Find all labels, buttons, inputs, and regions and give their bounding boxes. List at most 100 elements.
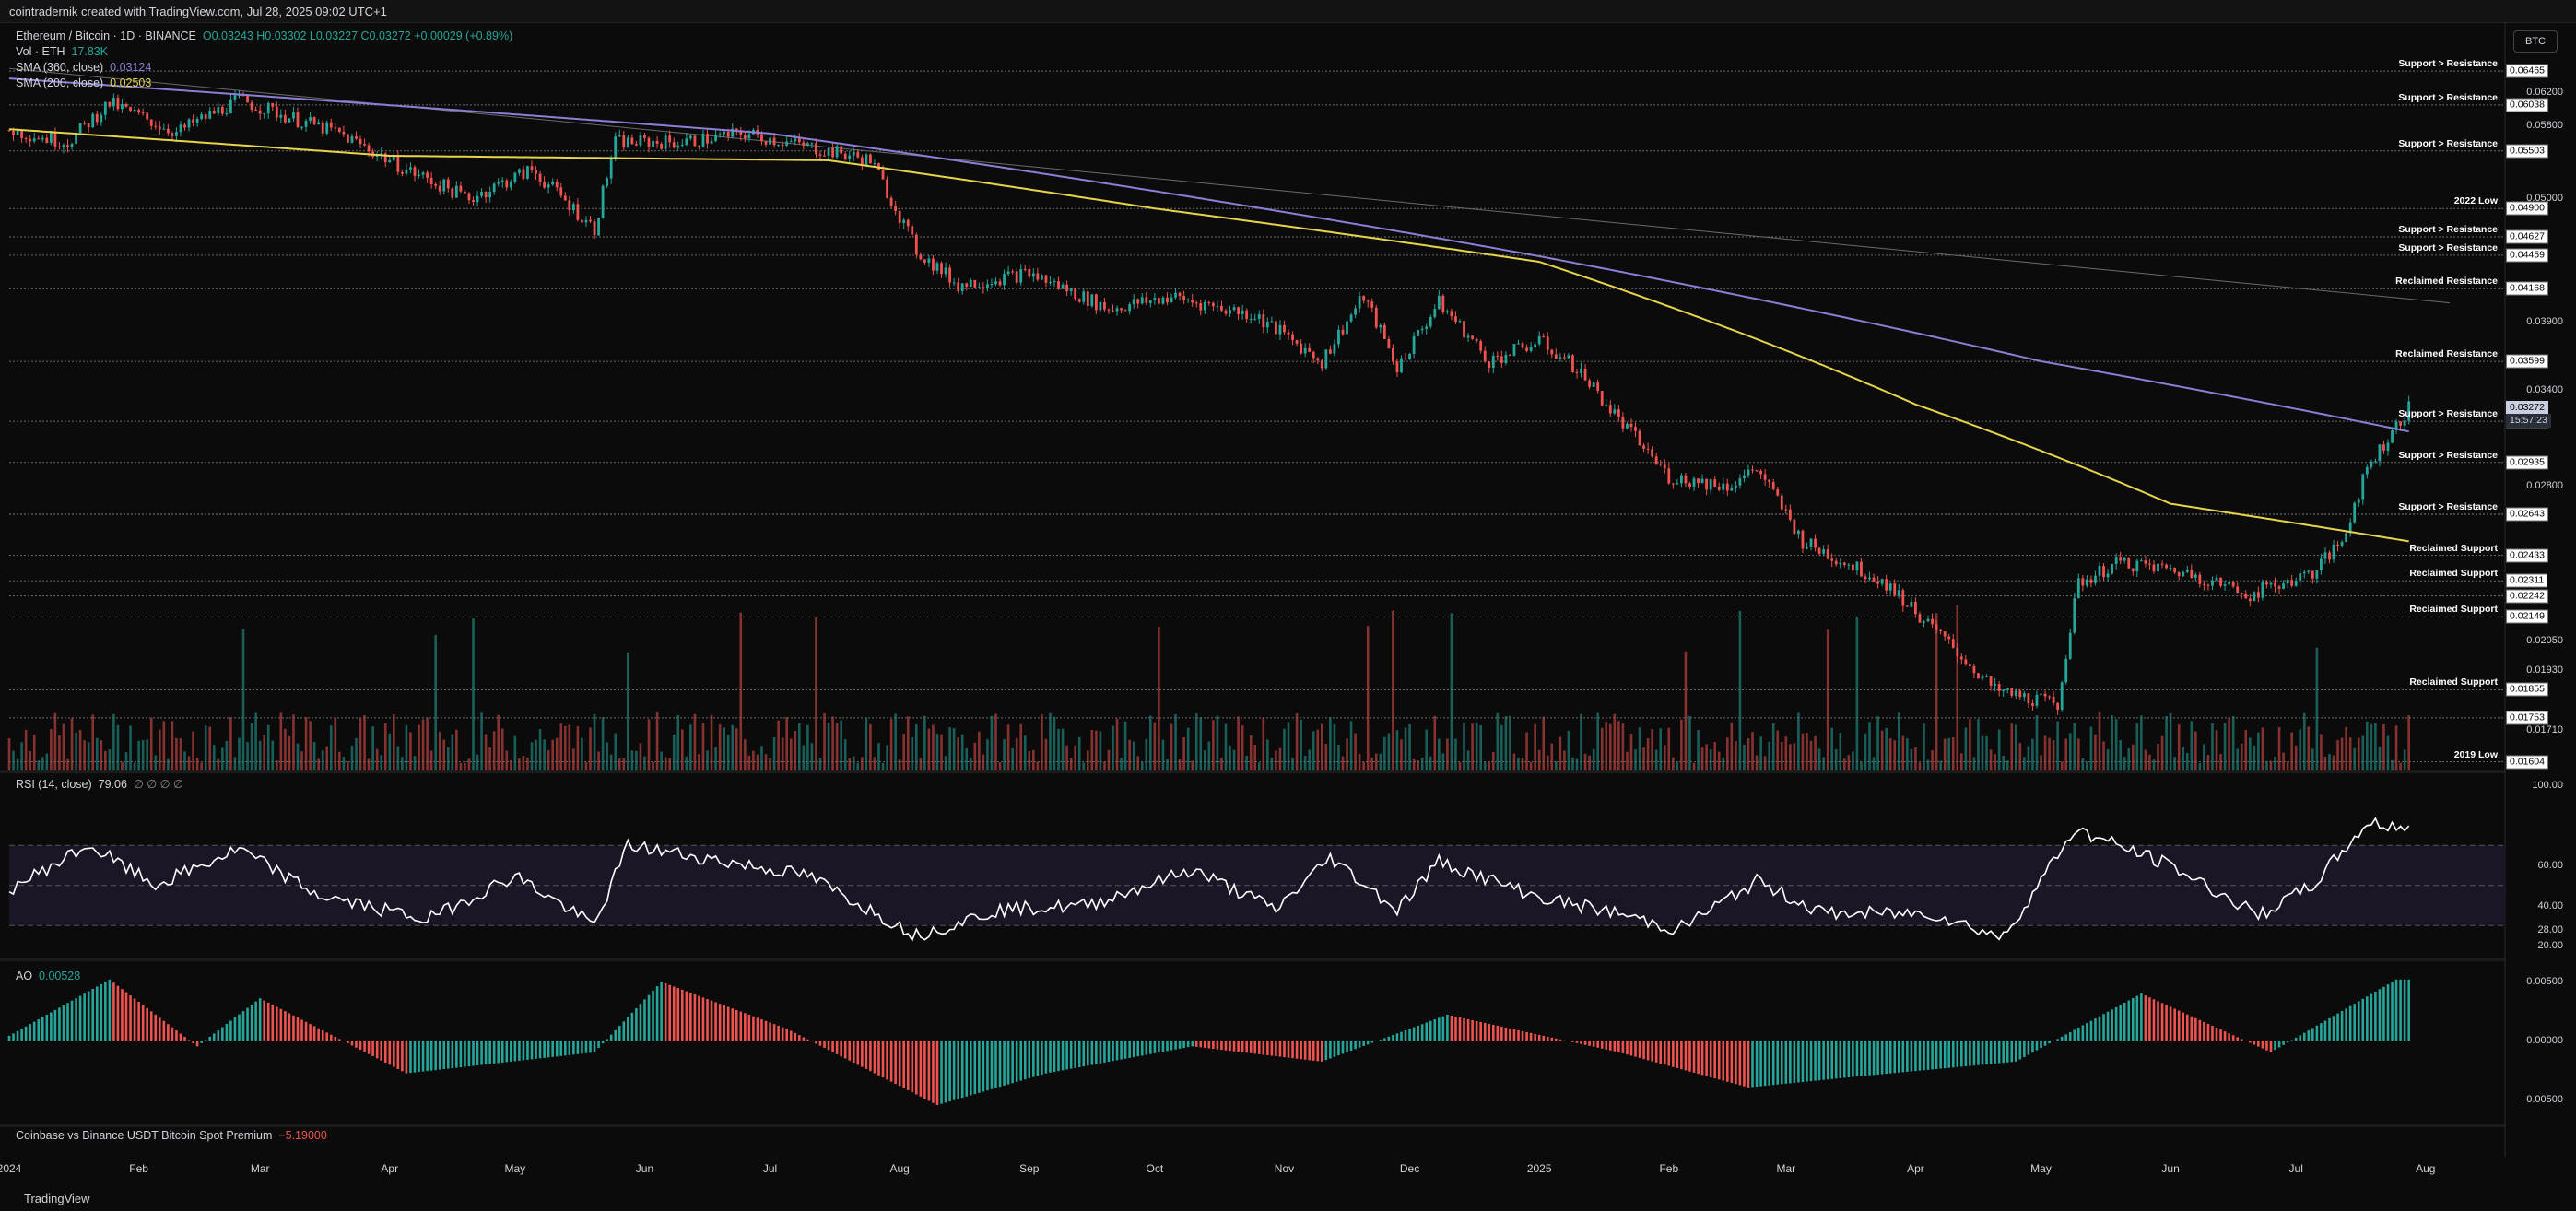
volume-bar (2165, 716, 2168, 770)
volume-bar (175, 737, 178, 770)
ao-bar (405, 1041, 408, 1074)
volume-bar (1207, 741, 1211, 770)
time-axis[interactable]: 2024FebMarAprMayJunJulAugSepOctNovDec202… (0, 1157, 2505, 1184)
level-tag: Reclaimed Support (2409, 676, 2498, 688)
ao-axis-tick: 0.00000 (2526, 1035, 2563, 1046)
candle-body (2027, 693, 2030, 704)
volume-bar (1216, 715, 1219, 770)
volume-bar (2135, 723, 2139, 770)
ao-bar (978, 1041, 981, 1093)
candle-body (1972, 665, 1976, 674)
candle-body (1654, 456, 1658, 464)
candle-body (2157, 563, 2159, 572)
candle-body (1759, 470, 1762, 475)
candle-body (1592, 382, 1595, 387)
volume-bar (2361, 735, 2365, 770)
candle-body (1504, 355, 1508, 363)
ao-bar (1588, 1041, 1591, 1046)
volume-bar (668, 758, 671, 770)
volume-bar (250, 723, 253, 770)
candle-body (1788, 509, 1792, 520)
ao-bar (1784, 1041, 1788, 1084)
level-tag: 2022 Low (2453, 195, 2498, 207)
volume-bar (1120, 758, 1123, 770)
ao-bar (1170, 1041, 1173, 1051)
candle-body (476, 195, 479, 203)
candle-body (1905, 606, 1909, 607)
sma360-line (8, 77, 2409, 433)
candle-body (1688, 483, 1691, 487)
currency-button[interactable]: BTC (2513, 30, 2558, 53)
candle-body (413, 167, 417, 176)
volume-bar (563, 725, 567, 770)
volume-bar (852, 756, 855, 770)
candle-body (2348, 522, 2352, 534)
candle-body (1488, 361, 1491, 368)
candle-body (2261, 582, 2264, 598)
volume-bar (1341, 756, 1345, 770)
candle-body (229, 99, 232, 114)
volume-bar (1713, 742, 1716, 770)
candle-body (1445, 311, 1449, 312)
ao-bar (2006, 1041, 2009, 1063)
candle-body (2198, 574, 2202, 584)
candle-body (2211, 580, 2214, 586)
volume-bar (530, 742, 534, 770)
ao-bar (1417, 1025, 1419, 1041)
candle-body (1722, 483, 1725, 490)
volume-bar (1082, 762, 1086, 770)
candle-body (1931, 618, 1934, 625)
ao-bar (563, 1041, 567, 1056)
ao-bar (1257, 1041, 1261, 1054)
candle-body (1806, 547, 1808, 549)
candle-body (1015, 271, 1018, 283)
ao-bar (334, 1037, 337, 1041)
volume-bar (1166, 758, 1169, 770)
ao-bar (2353, 1004, 2357, 1041)
volume-bar (2302, 712, 2306, 770)
volume-bar (1128, 739, 1131, 770)
volume-bar (2290, 732, 2293, 770)
volume-bar (380, 755, 383, 770)
ao-bar (2336, 1013, 2339, 1041)
ao-bar (317, 1028, 320, 1041)
candle-body (1893, 583, 1897, 596)
volume-bar (1947, 737, 1951, 770)
volume-bar (167, 758, 170, 770)
volume-bar (1303, 756, 1307, 770)
ao-bar (1960, 1041, 1963, 1067)
pane-separator (0, 1124, 2505, 1127)
candle-body (62, 145, 65, 147)
candle-body (2269, 582, 2273, 585)
volume-bar (1446, 738, 1449, 770)
volume-bar (1069, 758, 1073, 770)
ao-bar (137, 1002, 140, 1041)
ao-bar (1684, 1041, 1688, 1071)
candle-body (982, 287, 985, 288)
volume-bar (2056, 721, 2059, 770)
ao-bar (869, 1041, 872, 1072)
candle-body (1880, 579, 1884, 584)
volume-bar (488, 747, 491, 770)
ao-bar (1977, 1041, 1980, 1065)
candle-body (337, 127, 341, 132)
ao-bar (497, 1041, 500, 1064)
candle-body (1860, 561, 1863, 577)
volume-bar (1387, 733, 1391, 770)
candle-body (655, 140, 659, 144)
candle-body (609, 159, 613, 179)
candle-body (1123, 310, 1127, 312)
ao-bar (2274, 1041, 2276, 1051)
ao-bar (1266, 1041, 1269, 1055)
candle-body (141, 112, 145, 114)
ao-bar (785, 1029, 788, 1041)
candle-body (1500, 356, 1503, 363)
volume-bar (1977, 719, 1980, 770)
volume-bar (1826, 629, 1829, 770)
time-axis-tick: Feb (129, 1162, 148, 1175)
volume-bar (810, 743, 814, 770)
candle-body (16, 129, 19, 135)
ao-bar (1224, 1041, 1228, 1051)
candle-body (421, 172, 425, 175)
